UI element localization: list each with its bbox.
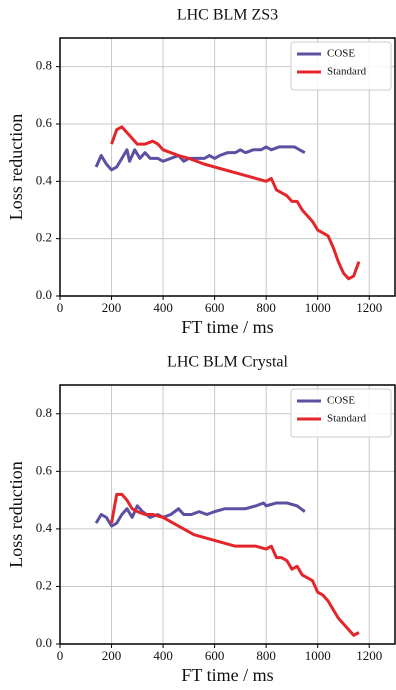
x-tick-label: 400	[153, 300, 173, 315]
x-tick-label: 0	[57, 300, 64, 315]
data-line	[94, 501, 306, 528]
y-tick-label: 0.4	[36, 520, 53, 535]
x-tick-label: 0	[57, 648, 64, 663]
x-tick-label: 1000	[305, 300, 331, 315]
data-line	[94, 145, 306, 172]
y-axis-label: Loss reduction	[6, 114, 26, 220]
chart-title: LHC BLM Crystal	[167, 354, 288, 371]
legend-label: Standard	[327, 413, 367, 425]
x-tick-label: 600	[205, 300, 225, 315]
x-tick-label: 200	[102, 648, 122, 663]
y-tick-label: 0.0	[36, 287, 52, 302]
y-tick-label: 0.2	[36, 230, 52, 245]
x-tick-label: 1000	[305, 648, 331, 663]
x-tick-label: 400	[153, 648, 173, 663]
y-tick-label: 0.8	[36, 58, 52, 73]
y-tick-label: 0.0	[36, 635, 52, 650]
x-tick-label: 1200	[356, 300, 382, 315]
x-tick-label: 200	[102, 300, 122, 315]
x-tick-label: 1200	[356, 648, 382, 663]
y-tick-label: 0.6	[36, 462, 53, 477]
legend-label: Standard	[327, 66, 367, 78]
plot-frame	[59, 384, 396, 645]
y-tick-label: 0.6	[36, 115, 53, 130]
chart-title: LHC BLM ZS3	[177, 7, 278, 24]
x-tick-label: 800	[256, 300, 276, 315]
plot-frame	[59, 37, 396, 297]
y-axis-label: Loss reduction	[6, 461, 26, 567]
x-tick-label: 800	[256, 648, 276, 663]
x-axis-label: FT time / ms	[181, 317, 273, 337]
legend-label: COSE	[327, 395, 355, 407]
x-tick-label: 600	[205, 648, 225, 663]
data-line	[110, 492, 360, 637]
x-axis-label: FT time / ms	[181, 665, 273, 685]
data-line	[110, 125, 361, 281]
y-tick-label: 0.4	[36, 172, 53, 187]
legend-label: COSE	[327, 48, 355, 60]
y-tick-label: 0.2	[36, 577, 52, 592]
y-tick-label: 0.8	[36, 405, 52, 420]
